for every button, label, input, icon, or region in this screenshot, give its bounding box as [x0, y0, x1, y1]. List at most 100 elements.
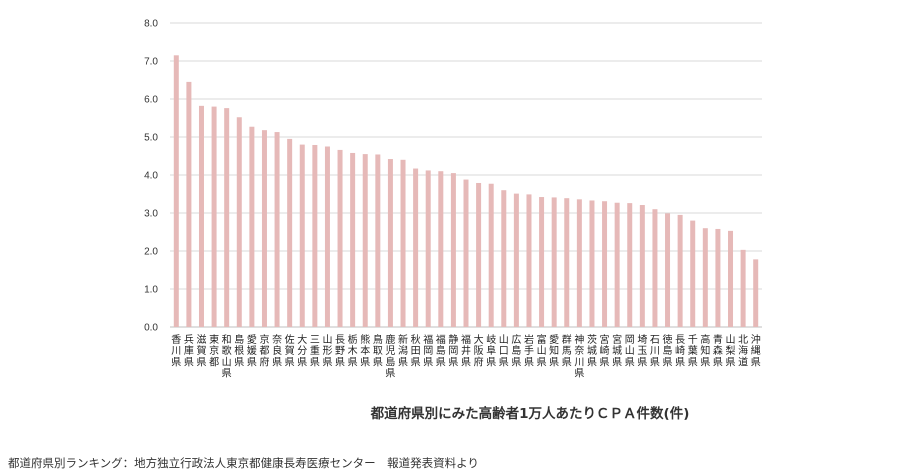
- bar: [211, 106, 217, 327]
- x-tick-label: 岐阜県: [486, 333, 496, 368]
- chart-title: 都道府県別にみた高齢者1万人あたりＣＰＡ件数(件): [370, 406, 690, 422]
- bar: [677, 214, 683, 327]
- bar: [576, 199, 582, 327]
- source-note: 都道府県別ランキング：地方独立行政法人東京都健康長寿医療センター 報道発表資料よ…: [8, 456, 479, 470]
- x-tick-label: 宮崎県: [600, 333, 610, 368]
- bar: [274, 132, 280, 327]
- x-tick-label: 福井県: [461, 333, 471, 368]
- bar: [450, 173, 456, 327]
- y-tick-label: 4.0: [144, 171, 158, 182]
- x-tick-label: 奈良県: [272, 333, 282, 368]
- bar: [413, 168, 419, 327]
- bar: [224, 108, 230, 328]
- x-tick-label: 埼玉県: [637, 333, 647, 368]
- bar: [513, 193, 519, 327]
- bar: [463, 179, 469, 327]
- x-tick-label: 愛知県: [549, 333, 559, 368]
- x-tick-label: 栃木県: [348, 333, 358, 368]
- x-axis-categories: 香川県兵庫県滋賀県東京都和歌山県島根県愛媛県京都府奈良県佐賀県大分県三重県山形県…: [171, 333, 760, 380]
- x-tick-label: 石川県: [650, 335, 660, 368]
- bar: [362, 154, 368, 327]
- x-tick-label: 山形県: [322, 334, 332, 368]
- bar: [438, 171, 444, 327]
- y-tick-label: 6.0: [144, 95, 158, 106]
- x-tick-label: 三重県: [310, 335, 320, 368]
- x-tick-label: 茨城県: [587, 333, 597, 368]
- y-tick-label: 7.0: [144, 57, 158, 68]
- bar: [614, 202, 620, 327]
- x-tick-label: 山梨県: [726, 334, 736, 368]
- bar: [387, 159, 393, 327]
- bar: [488, 183, 494, 327]
- bar: [602, 201, 608, 327]
- x-tick-label: 京都府: [259, 333, 269, 368]
- bar: [350, 152, 356, 327]
- x-tick-label: 滋賀県: [196, 333, 206, 368]
- bar: [639, 205, 645, 327]
- x-tick-label: 沖縄県: [751, 333, 761, 368]
- x-tick-label: 徳島県: [663, 333, 673, 368]
- bar: [299, 144, 305, 327]
- x-tick-label: 福岡県: [423, 333, 433, 368]
- bar: [287, 138, 293, 327]
- bar: [375, 154, 381, 327]
- bar: [501, 190, 507, 327]
- bar-chart: 0.0 1.0 2.0 3.0 4.0 5.0 6.0 7.0 8.0 香川県兵庫県滋賀県東京都…: [144, 19, 762, 380]
- bar: [740, 249, 746, 327]
- x-tick-label: 和歌山県: [222, 334, 232, 380]
- x-tick-label: 広島県: [511, 333, 521, 368]
- x-tick-label: 富山県: [537, 333, 547, 368]
- x-tick-label: 島根県: [234, 333, 244, 368]
- bar: [551, 197, 557, 327]
- x-tick-label: 熊本県: [360, 333, 370, 368]
- x-tick-label: 宮城県: [612, 333, 622, 368]
- x-tick-label: 長崎県: [675, 334, 685, 368]
- y-tick-label: 2.0: [144, 247, 158, 258]
- bar: [261, 130, 267, 327]
- y-tick-label: 5.0: [144, 133, 158, 144]
- bar: [198, 105, 204, 327]
- bar: [702, 228, 708, 327]
- x-tick-label: 福島県: [436, 333, 446, 368]
- x-tick-label: 鹿児島県: [385, 333, 395, 380]
- x-tick-label: 千葉県: [688, 334, 698, 368]
- bar: [690, 220, 696, 327]
- bar: [249, 126, 255, 328]
- x-tick-label: 北海道: [738, 334, 748, 368]
- x-tick-label: 高知県: [700, 333, 710, 368]
- x-tick-label: 秋田県: [411, 333, 421, 368]
- x-tick-label: 静岡県: [448, 333, 458, 368]
- bar: [476, 182, 482, 327]
- x-tick-label: 兵庫県: [184, 333, 194, 368]
- y-tick-label: 8.0: [144, 19, 158, 30]
- x-tick-label: 神奈川県: [574, 333, 584, 380]
- bar: [539, 197, 545, 327]
- bar: [324, 146, 330, 327]
- x-tick-label: 山口県: [499, 334, 509, 368]
- bar: [186, 81, 192, 328]
- y-axis-ticks: 0.0 1.0 2.0 3.0 4.0 5.0 6.0 7.0 8.0: [144, 19, 158, 334]
- x-tick-label: 岩手県: [524, 333, 534, 368]
- gridlines: [170, 22, 762, 328]
- x-tick-label: 新潟県: [398, 333, 408, 368]
- bar: [728, 230, 734, 327]
- x-tick-label: 大分県: [297, 333, 307, 368]
- y-tick-label: 1.0: [144, 285, 158, 296]
- bar: [665, 213, 671, 327]
- bar: [753, 259, 759, 327]
- bar: [425, 170, 431, 327]
- x-tick-label: 青森県: [713, 333, 723, 368]
- bar: [627, 203, 633, 327]
- bar: [312, 144, 318, 327]
- y-tick-label: 3.0: [144, 209, 158, 220]
- x-tick-label: 岡山県: [625, 334, 635, 368]
- bar: [589, 200, 595, 327]
- x-tick-label: 愛媛県: [247, 333, 257, 368]
- bars: [173, 55, 759, 328]
- bar: [715, 228, 721, 327]
- x-tick-label: 佐賀県: [285, 334, 295, 368]
- x-tick-label: 群馬県: [562, 333, 572, 368]
- bar: [236, 117, 242, 328]
- bar: [337, 149, 343, 327]
- bar: [400, 159, 406, 327]
